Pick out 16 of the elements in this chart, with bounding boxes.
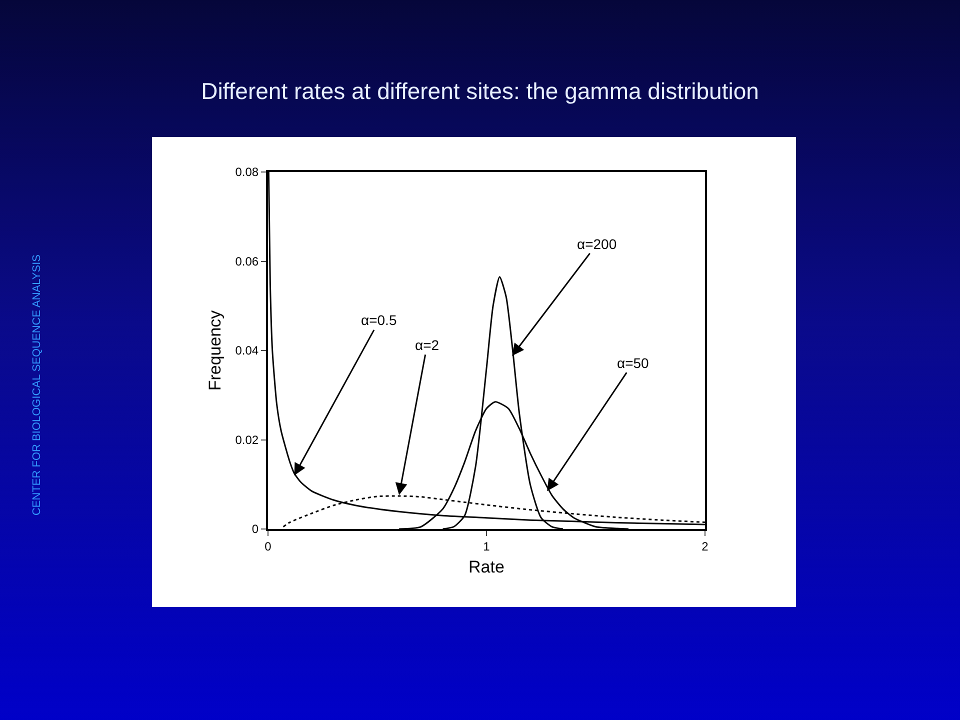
annotation: α=200 <box>577 236 617 252</box>
x-tick-label: 1 <box>483 539 490 554</box>
annotation: α=2 <box>415 337 440 353</box>
y-tick-label: 0.06 <box>235 254 259 268</box>
x-axis-title: Rate <box>468 557 504 576</box>
x-tick-label: 0 <box>264 539 272 554</box>
x-tick-label: 2 <box>702 539 709 554</box>
y-tick-label: 0.02 <box>235 432 259 447</box>
y-tick-label: 0 <box>252 522 259 536</box>
y-tick-label: 0.08 <box>235 165 259 180</box>
chart-title: Different rates at different sites: the gamma distribution <box>200 78 760 105</box>
y-tick-label: 0.04 <box>235 344 259 358</box>
y-axis-title: Frequency <box>205 310 224 391</box>
text: CENTER FOR BIOLOGICAL SEQUENCE ANALYSIS <box>31 254 43 516</box>
annotation: α=0.5 <box>361 312 397 328</box>
annotation: α=50 <box>617 355 650 371</box>
